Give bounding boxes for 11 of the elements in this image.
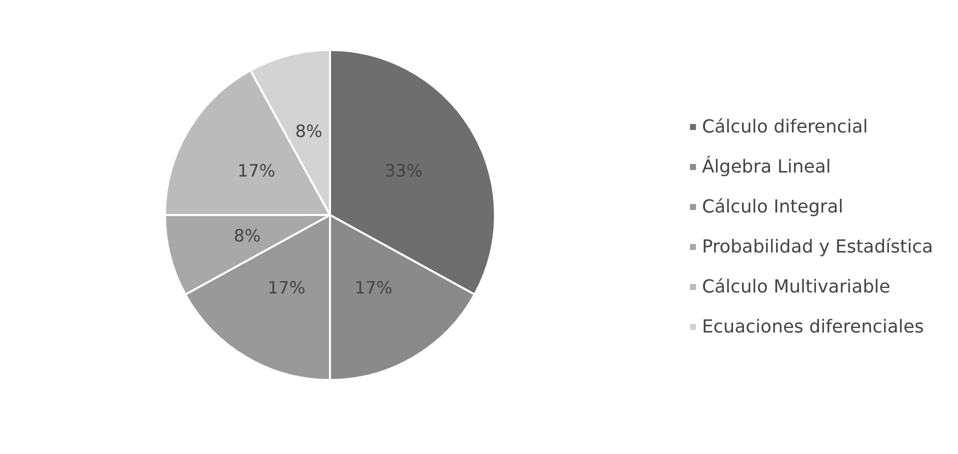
legend-label: Cálculo Integral: [702, 196, 844, 218]
legend-label: Ecuaciones diferenciales: [702, 316, 924, 338]
legend-label: Cálculo diferencial: [702, 116, 868, 138]
data-label: 17%: [268, 278, 306, 299]
data-label: 17%: [354, 278, 392, 299]
legend-label: Álgebra Lineal: [702, 156, 831, 178]
legend-label: Cálculo Multivariable: [702, 276, 890, 298]
legend-label: Probabilidad y Estadística: [702, 236, 933, 258]
data-label: 8%: [295, 122, 322, 142]
data-label: 8%: [234, 226, 261, 246]
data-label: 17%: [238, 161, 276, 182]
